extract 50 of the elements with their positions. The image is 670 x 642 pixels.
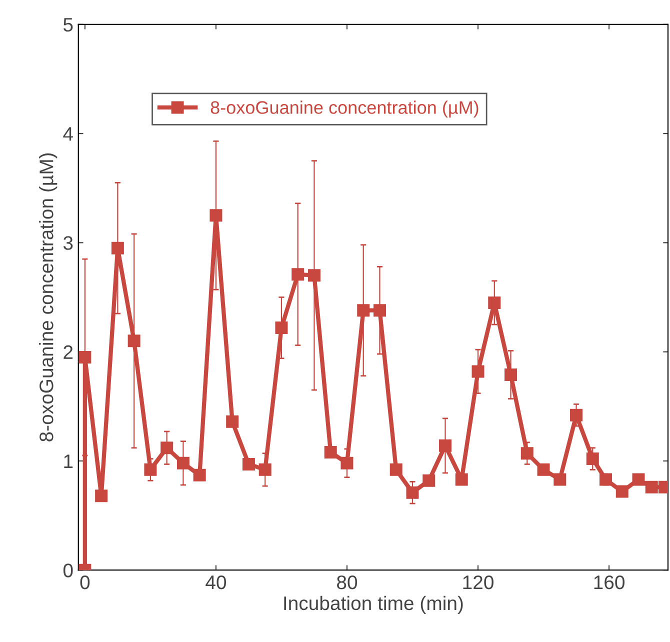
point bbox=[406, 486, 419, 499]
point bbox=[586, 452, 599, 466]
point bbox=[472, 365, 484, 378]
point bbox=[390, 463, 402, 476]
point bbox=[488, 296, 501, 309]
x-axis-title: Incubation time (min) bbox=[284, 596, 463, 614]
x-tick-label: 160 bbox=[594, 575, 624, 590]
legend-label: 8-oxoGuanine concentration (µM) bbox=[210, 100, 478, 118]
y-tick-label: 3 bbox=[63, 236, 73, 250]
point bbox=[422, 474, 436, 487]
point bbox=[632, 473, 645, 486]
x-tick-label: 40 bbox=[206, 575, 226, 590]
point bbox=[226, 415, 239, 428]
point bbox=[275, 322, 288, 334]
y-tick-label: 1 bbox=[64, 454, 73, 468]
point bbox=[193, 468, 206, 482]
y-tick-label: 2 bbox=[64, 345, 73, 359]
point bbox=[439, 439, 452, 452]
point bbox=[616, 485, 628, 498]
point bbox=[128, 334, 140, 348]
y-tick-label: 0 bbox=[63, 564, 73, 578]
point bbox=[600, 473, 612, 486]
point bbox=[111, 242, 124, 254]
point bbox=[78, 351, 92, 364]
point bbox=[144, 463, 157, 476]
x-tick-label: 120 bbox=[463, 575, 494, 590]
point bbox=[160, 442, 174, 454]
point bbox=[570, 408, 583, 422]
point bbox=[210, 209, 222, 222]
point bbox=[340, 456, 354, 470]
point bbox=[455, 473, 468, 486]
point bbox=[537, 463, 550, 476]
point bbox=[95, 490, 108, 502]
point bbox=[554, 473, 566, 486]
point bbox=[292, 268, 304, 281]
point bbox=[308, 269, 320, 282]
y-axis-title: 8-oxoGuanine concentration (µM) bbox=[39, 153, 58, 442]
point bbox=[520, 447, 534, 460]
y-tick-label: 5 bbox=[63, 18, 73, 32]
point bbox=[645, 480, 658, 494]
point bbox=[373, 304, 386, 317]
x-tick-label: 80 bbox=[337, 575, 358, 590]
point bbox=[357, 304, 370, 317]
point bbox=[324, 446, 337, 458]
point bbox=[504, 368, 518, 381]
point bbox=[176, 456, 190, 470]
point bbox=[242, 458, 255, 470]
x-tick-label: 0 bbox=[80, 575, 90, 590]
point bbox=[258, 463, 272, 476]
y-tick-label: 4 bbox=[63, 127, 73, 141]
